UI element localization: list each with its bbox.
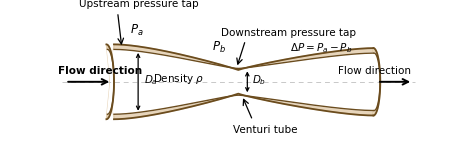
Text: $\Delta P = P_a - P_b$: $\Delta P = P_a - P_b$: [290, 41, 352, 55]
Text: $D_a$: $D_a$: [144, 73, 158, 87]
Text: Downstream pressure tap: Downstream pressure tap: [221, 28, 356, 38]
Polygon shape: [107, 49, 380, 114]
Text: $P_b$: $P_b$: [212, 40, 226, 55]
Text: Flow direction: Flow direction: [339, 66, 411, 75]
Text: Upstream pressure tap: Upstream pressure tap: [80, 0, 199, 9]
Text: $P_a$: $P_a$: [130, 23, 143, 38]
Text: $D_b$: $D_b$: [252, 73, 266, 87]
Text: Density $\rho$: Density $\rho$: [153, 72, 205, 86]
Polygon shape: [106, 44, 380, 119]
Text: Venturi tube: Venturi tube: [233, 125, 298, 135]
Text: Flow direction: Flow direction: [58, 66, 142, 75]
